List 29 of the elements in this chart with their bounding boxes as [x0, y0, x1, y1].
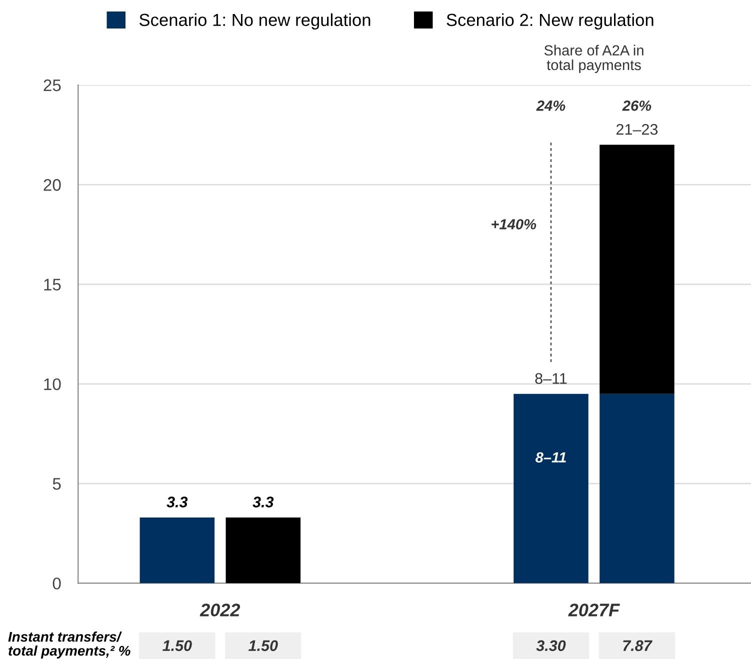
y-tick-label: 10: [44, 378, 61, 390]
y-tick-label: 25: [44, 79, 61, 92]
annotation: 8–11: [536, 452, 566, 463]
text: 7.87: [623, 640, 652, 652]
data-label: 3.3: [252, 496, 274, 508]
data-label: 8–11: [535, 373, 567, 384]
legend-label: Scenario 2: New regulation: [446, 13, 654, 30]
text: 3.30: [536, 640, 566, 652]
text: 1.50: [248, 640, 278, 652]
y-tick-label: 15: [44, 278, 61, 290]
annotation: 24%: [536, 100, 566, 111]
text: Share of A2A in total payments: [544, 44, 644, 74]
bar: [514, 394, 588, 584]
bar: [226, 517, 301, 584]
annotation: 26%: [622, 100, 652, 111]
y-tick-label: 0: [52, 578, 61, 590]
data-label: 3.3: [166, 496, 188, 508]
annotation: +140%: [492, 219, 536, 230]
bar: [600, 394, 674, 584]
data-label: 21–23: [616, 124, 658, 135]
x-tick-label: 2027F: [568, 604, 620, 616]
text: 1.50: [162, 640, 192, 652]
legend-label: Scenario 1: No new regulation: [139, 13, 370, 30]
text: Instant transfers/ total payments,² %: [8, 632, 130, 658]
y-tick-label: 20: [44, 179, 61, 191]
x-tick-label: 2022: [200, 604, 240, 616]
bar: [140, 517, 215, 584]
y-tick-label: 5: [52, 478, 61, 490]
bar: [600, 144, 674, 394]
